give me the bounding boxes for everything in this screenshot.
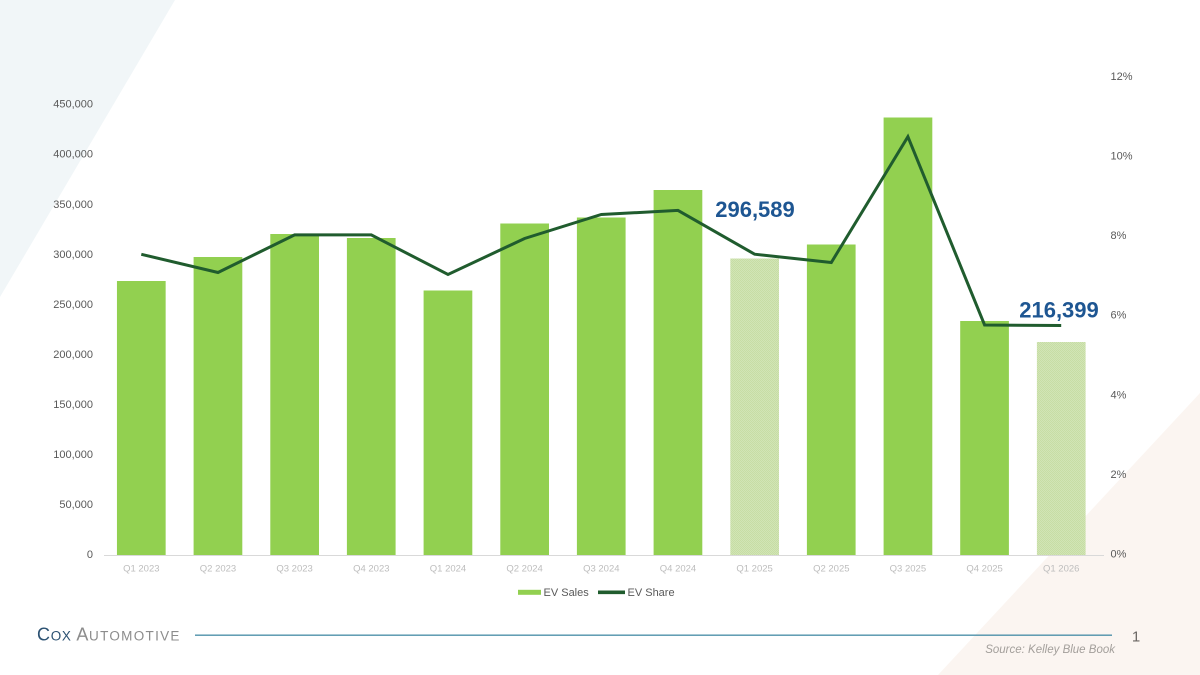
svg-text:0: 0 [87, 549, 93, 561]
svg-text:Q4 2025: Q4 2025 [966, 564, 1002, 575]
svg-text:4%: 4% [1111, 389, 1127, 401]
svg-text:350,000: 350,000 [53, 199, 93, 211]
svg-text:Q2 2023: Q2 2023 [200, 564, 236, 575]
svg-text:COX AUTOMOTIVE: COX AUTOMOTIVE [37, 625, 181, 645]
svg-text:1: 1 [1132, 629, 1140, 646]
svg-text:Q3 2024: Q3 2024 [583, 564, 619, 575]
svg-text:Q4 2023: Q4 2023 [353, 564, 389, 575]
svg-text:12%: 12% [1111, 71, 1133, 83]
svg-text:Source: Kelley Blue Book: Source: Kelley Blue Book [985, 644, 1116, 656]
svg-text:Q2 2024: Q2 2024 [506, 564, 542, 575]
svg-text:200,000: 200,000 [53, 349, 93, 361]
svg-text:250,000: 250,000 [53, 299, 93, 311]
svg-text:150,000: 150,000 [53, 399, 93, 411]
svg-text:10%: 10% [1111, 151, 1133, 163]
svg-text:400,000: 400,000 [53, 149, 93, 161]
svg-text:8%: 8% [1111, 230, 1127, 242]
svg-text:2%: 2% [1111, 469, 1127, 481]
svg-text:Q2 2025: Q2 2025 [813, 564, 849, 575]
svg-text:450,000: 450,000 [53, 99, 93, 111]
svg-text:Q4 2024: Q4 2024 [660, 564, 696, 575]
svg-text:300,000: 300,000 [53, 249, 93, 261]
svg-text:0%: 0% [1111, 549, 1127, 561]
svg-text:Q3 2023: Q3 2023 [276, 564, 312, 575]
svg-text:296,589: 296,589 [715, 197, 795, 222]
svg-text:EV Share: EV Share [628, 587, 675, 599]
svg-text:Q3 2025: Q3 2025 [890, 564, 926, 575]
svg-text:Q1 2025: Q1 2025 [736, 564, 772, 575]
svg-text:100,000: 100,000 [53, 449, 93, 461]
svg-text:Q1 2026: Q1 2026 [1043, 564, 1079, 575]
svg-text:Q1 2024: Q1 2024 [430, 564, 466, 575]
svg-text:216,399: 216,399 [1019, 298, 1099, 323]
svg-text:50,000: 50,000 [59, 499, 93, 511]
svg-text:Q1 2023: Q1 2023 [123, 564, 159, 575]
svg-text:6%: 6% [1111, 310, 1127, 322]
svg-text:EV Sales: EV Sales [544, 587, 590, 599]
